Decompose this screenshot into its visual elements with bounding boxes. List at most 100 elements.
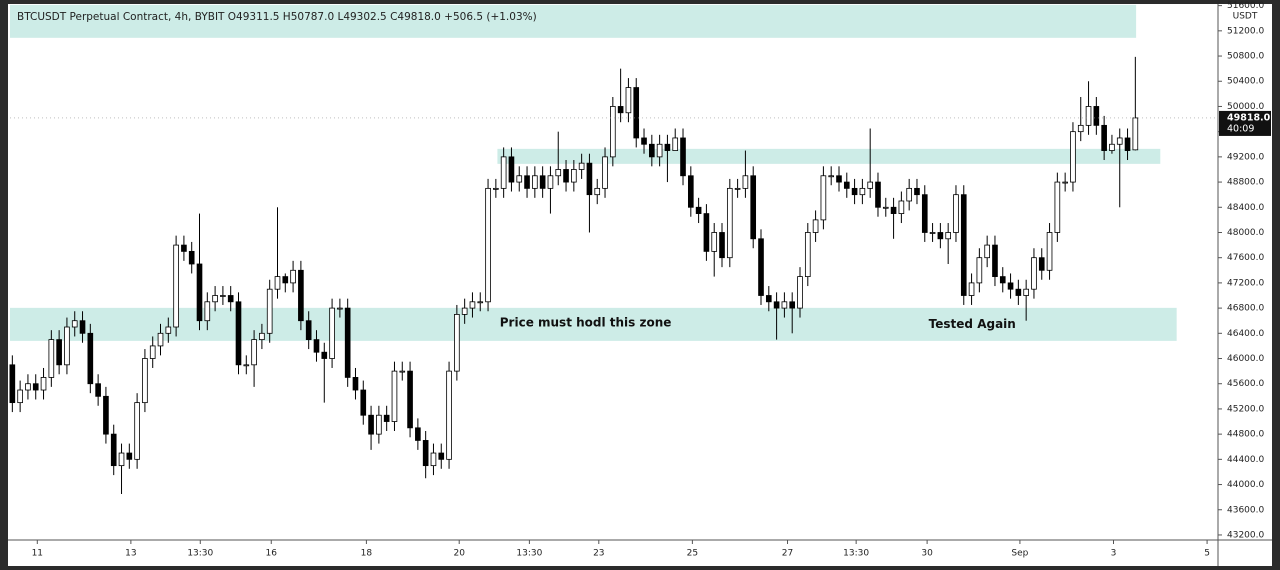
last-price-box: [1219, 110, 1271, 136]
candle-body: [804, 232, 811, 277]
candle-body: [438, 452, 445, 460]
candle-body: [929, 232, 936, 234]
y-tick-label: 44800.0: [1227, 430, 1264, 440]
candle-body: [937, 232, 944, 240]
candle-body: [243, 364, 250, 367]
candle-body: [282, 276, 289, 284]
candle-body: [352, 377, 359, 391]
candle-body: [1015, 288, 1022, 296]
candle-body: [1101, 124, 1107, 151]
candle-body: [867, 181, 874, 189]
candle-body: [781, 301, 788, 309]
candle-body: [259, 332, 265, 341]
candle-body: [539, 175, 546, 189]
candle-body: [32, 383, 39, 391]
candle-body: [890, 206, 897, 214]
candle-body: [157, 332, 164, 347]
candle-body: [9, 364, 16, 404]
x-tick-label: 13:30: [187, 549, 213, 559]
candle-body: [789, 301, 796, 309]
candle-body: [617, 106, 624, 114]
candle-body: [1007, 282, 1014, 290]
candle-body: [329, 307, 335, 359]
candle-body: [625, 87, 632, 114]
candle-body: [945, 232, 951, 240]
y-tick-label: 48400.0: [1227, 203, 1264, 213]
zone: [10, 4, 1137, 38]
y-tick-label: 47200.0: [1227, 278, 1264, 288]
candle-body: [415, 427, 421, 441]
candle-body: [898, 200, 905, 214]
candle-body: [1085, 106, 1092, 126]
y-tick-label: 45600.0: [1227, 379, 1264, 389]
candle-body: [851, 187, 858, 196]
candle-body: [126, 452, 133, 460]
candle-body: [999, 276, 1006, 284]
candle-body: [914, 187, 920, 196]
x-tick-label: 3: [1111, 549, 1117, 559]
candle-body: [1093, 106, 1100, 126]
candle-body: [1132, 117, 1139, 151]
annotation: Price must hodl this zone: [500, 316, 672, 330]
candle-body: [477, 301, 484, 304]
candle-body: [235, 301, 242, 366]
y-tick-label: 45200.0: [1227, 404, 1264, 414]
candle-body: [586, 162, 593, 196]
candle-body: [376, 414, 382, 435]
candle-body: [344, 307, 351, 378]
candle-body: [882, 206, 889, 209]
candle-body: [142, 358, 148, 404]
candle-body: [485, 187, 491, 303]
y-tick-label: 51600.0: [1227, 1, 1264, 11]
candle-body: [1054, 181, 1061, 233]
y-tick-label: 46800.0: [1227, 304, 1264, 314]
candles: [9, 56, 1139, 494]
candle-body: [1070, 131, 1076, 183]
candle-body: [532, 175, 538, 189]
candle-body: [1046, 232, 1053, 271]
candle-body: [305, 320, 312, 341]
candle-body: [812, 219, 819, 233]
axis-unit: USDT: [1233, 12, 1258, 22]
candle-body: [1023, 288, 1029, 296]
candle-body: [290, 269, 296, 284]
chart-background: [8, 4, 1272, 566]
candle-body: [828, 175, 835, 178]
candle-body: [79, 320, 86, 334]
candle-body: [391, 370, 398, 422]
candle-body: [742, 175, 749, 189]
candle-body: [17, 389, 23, 404]
candle-body: [165, 326, 172, 334]
candle-body: [173, 244, 179, 328]
candle-body: [430, 452, 437, 467]
candle-body: [220, 295, 226, 297]
candle-body: [399, 370, 406, 373]
candle-body: [181, 244, 187, 252]
candle-body: [610, 106, 616, 158]
candle-body: [563, 169, 569, 183]
candle-body: [274, 276, 281, 290]
candle-body: [1031, 257, 1037, 290]
candle-body: [110, 433, 117, 467]
candle-body: [976, 257, 983, 284]
y-tick-label: 43200.0: [1227, 530, 1264, 540]
candle-body: [953, 194, 959, 233]
x-tick-label: 30: [921, 549, 933, 559]
x-tick-label: 25: [687, 549, 698, 559]
y-tick-label: 47600.0: [1227, 253, 1264, 263]
candle-body: [836, 175, 842, 183]
candle-body: [547, 175, 554, 189]
candle-body: [212, 295, 218, 303]
candle-body: [48, 339, 55, 378]
candle-body: [703, 213, 710, 252]
candle-body: [797, 276, 803, 309]
annotation: Tested Again: [929, 317, 1016, 331]
candle-body: [641, 137, 647, 145]
candle-body: [984, 244, 990, 259]
candle-body: [64, 326, 70, 366]
candle-body: [750, 175, 757, 240]
candle-body: [765, 295, 772, 303]
candle-body: [664, 143, 671, 151]
